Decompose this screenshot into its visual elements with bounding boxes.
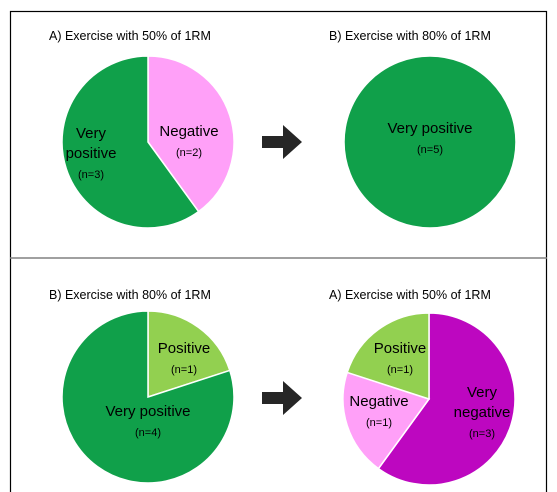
pie-slice-positive xyxy=(346,312,430,401)
slice-label-very-positive: Very xyxy=(76,125,107,142)
slice-count-very-positive: (n=5) xyxy=(417,144,443,156)
slice-label-positive: Positive xyxy=(374,340,427,357)
pie-slice-very-positive xyxy=(343,55,517,229)
pie-slice-negative xyxy=(147,55,235,213)
pie-1-title: A) Exercise with 50% of 1RM xyxy=(49,29,211,43)
slice-label-very-positive: positive xyxy=(66,145,117,162)
slice-count-positive: (n=1) xyxy=(387,364,413,376)
pie-slice-very-positive xyxy=(61,55,200,229)
slice-count-very-positive: (n=4) xyxy=(135,427,161,439)
arrow-right-icon xyxy=(262,125,302,159)
pie-3-title: B) Exercise with 80% of 1RM xyxy=(49,288,211,302)
slice-label-very-negative: Very xyxy=(467,384,498,401)
pie-chart-2: Very positive (n=5) xyxy=(343,55,517,229)
slice-count-very-positive: (n=3) xyxy=(78,169,104,181)
pie-chart-3: Positive (n=1) Very positive (n=4) xyxy=(61,310,235,484)
pie-chart-4: Very negative (n=3) Negative (n=1) Positive (n… xyxy=(342,312,516,486)
pie-slice-negative xyxy=(342,371,431,470)
pie-2-title: B) Exercise with 80% of 1RM xyxy=(329,29,491,43)
slice-label-very-negative: negative xyxy=(454,404,511,421)
slice-count-positive: (n=1) xyxy=(171,364,197,376)
pie-4-title: A) Exercise with 50% of 1RM xyxy=(329,288,491,302)
slice-count-very-negative: (n=3) xyxy=(469,428,495,440)
pie-slice-positive xyxy=(147,310,231,399)
slice-label-negative: Negative xyxy=(159,123,218,140)
arrow-right-icon xyxy=(262,381,302,415)
slice-count-negative: (n=1) xyxy=(366,417,392,429)
pie-slice-very-negative xyxy=(377,312,516,486)
slice-label-positive: Positive xyxy=(158,340,211,357)
slice-label-negative: Negative xyxy=(349,393,408,410)
slice-label-very-positive: Very positive xyxy=(105,403,190,420)
pie-chart-1: Negative (n=2) Very positive (n=3) xyxy=(61,55,235,229)
slice-label-very-positive: Very positive xyxy=(387,120,472,137)
slice-count-negative: (n=2) xyxy=(176,147,202,159)
pie-slice-very-positive xyxy=(61,310,235,484)
